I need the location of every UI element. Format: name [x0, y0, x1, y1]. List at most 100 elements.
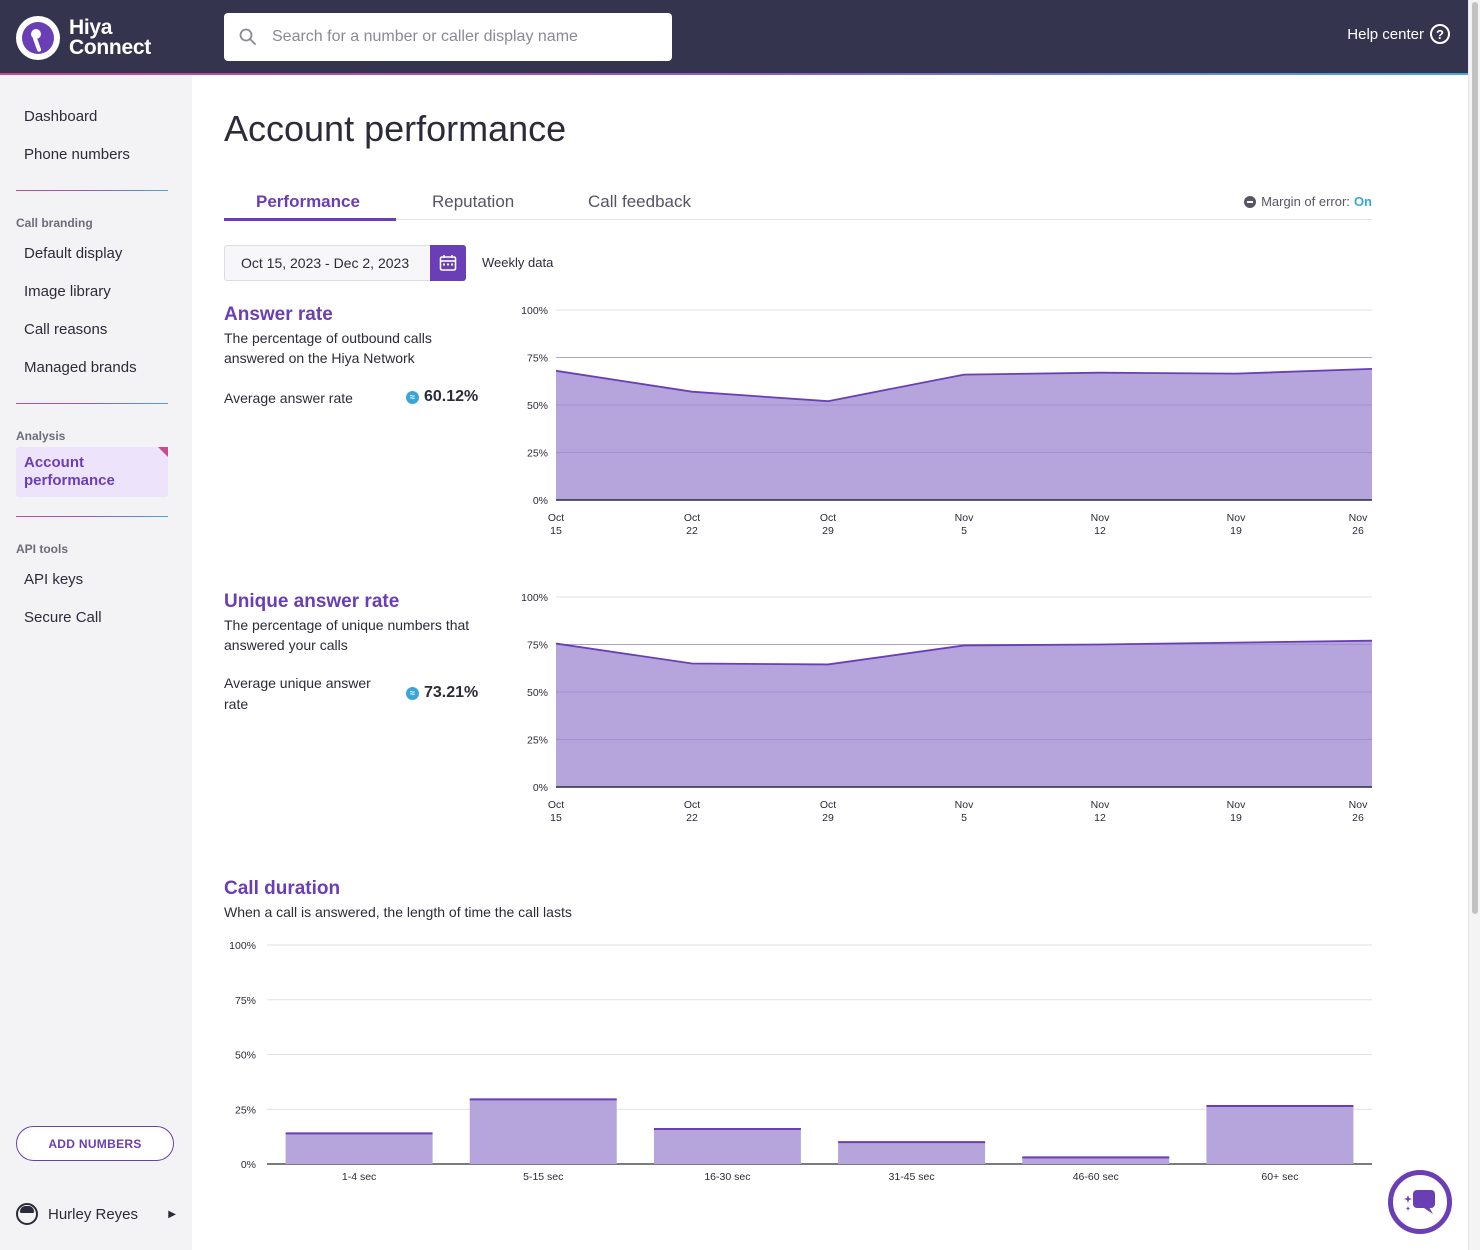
- unique-answer-rate-x-tick-label: 12: [1094, 812, 1106, 824]
- user-name: Hurley Reyes: [48, 1205, 139, 1223]
- section-label-api-tools: API tools: [16, 542, 69, 556]
- sidebar-item-secure-call[interactable]: Secure Call: [24, 609, 102, 626]
- active-tab-indicator: [224, 218, 396, 221]
- search-box[interactable]: [224, 13, 672, 61]
- unique-answer-rate-y-tick-label: 0%: [533, 782, 548, 794]
- call-duration-x-tick-label: 16-30 sec: [704, 1171, 750, 1183]
- calendar-icon[interactable]: [430, 245, 466, 281]
- caret-right-icon: ▶: [168, 1208, 176, 1220]
- sidebar-divider: [16, 190, 168, 191]
- sidebar-item-managed-brands[interactable]: Managed brands: [24, 359, 137, 376]
- sidebar-item-default-display[interactable]: Default display: [24, 245, 123, 262]
- call-duration-y-tick-label: 0%: [241, 1159, 256, 1171]
- answer-rate-x-tick-label: Oct: [820, 512, 836, 524]
- question-icon: ?: [1430, 24, 1450, 44]
- tab-performance[interactable]: Performance: [256, 192, 360, 211]
- call-duration-x-tick-label: 60+ sec: [1261, 1171, 1298, 1183]
- answer-rate-title: Answer rate: [224, 304, 333, 325]
- section-label-analysis: Analysis: [16, 429, 66, 443]
- logo-line1: Hiya: [69, 16, 113, 39]
- granularity-label: Weekly data: [482, 255, 554, 270]
- unique-answer-rate-y-tick-label: 50%: [527, 687, 548, 699]
- answer-rate-description: The percentage of outbound calls answere…: [224, 330, 432, 366]
- answer-rate-avg-number: 60.12%: [424, 388, 479, 405]
- section-label-call-branding: Call branding: [16, 216, 93, 230]
- sidebar-item-account-performance[interactable]: Account performance: [16, 447, 168, 497]
- answer-rate-y-tick-label: 100%: [521, 305, 548, 317]
- unique-answer-rate-y-tick-label: 75%: [527, 640, 548, 652]
- answer-rate-x-tick-label: Oct: [548, 512, 564, 524]
- answer-rate-x-tick-label: Nov: [1227, 512, 1246, 524]
- unique-answer-rate-x-tick-label: Oct: [684, 799, 700, 811]
- unique-answer-rate-description: The percentage of unique numbers that an…: [224, 617, 470, 653]
- unique-answer-rate-area: [556, 640, 1372, 787]
- call-duration-description: When a call is answered, the length of t…: [224, 904, 572, 920]
- sidebar: Dashboard Phone numbers Call branding De…: [0, 75, 192, 1250]
- answer-rate-x-tick-label: Nov: [1091, 512, 1110, 524]
- page-title: Account performance: [224, 108, 567, 149]
- sidebar-item-api-keys[interactable]: API keys: [24, 571, 84, 588]
- margin-of-error-value: On: [1353, 194, 1372, 209]
- call-duration-y-tick-label: 50%: [235, 1050, 256, 1062]
- sidebar-divider: [16, 516, 168, 517]
- answer-rate-y-tick-label: 75%: [527, 353, 548, 365]
- call-duration-bar: [838, 1142, 986, 1164]
- call-duration-x-tick-label: 5-15 sec: [523, 1171, 563, 1183]
- sidebar-item-image-library[interactable]: Image library: [24, 283, 111, 300]
- sidebar-divider: [16, 403, 168, 404]
- unique-answer-rate-x-tick-label: 15: [550, 812, 562, 824]
- margin-of-error-toggle[interactable]: Margin of error: On: [1244, 194, 1372, 209]
- date-range-text: Oct 15, 2023 - Dec 2, 2023: [241, 255, 410, 271]
- call-duration-y-tick-label: 25%: [235, 1104, 256, 1116]
- answer-rate-x-tick-label: 19: [1230, 525, 1242, 537]
- scrollbar-thumb[interactable]: [1472, 2, 1478, 914]
- unique-answer-rate-x-tick-label: Nov: [955, 799, 974, 811]
- call-duration-bar: [1206, 1105, 1354, 1164]
- unique-answer-rate-avg-value: ≈ 73.21%: [406, 684, 478, 702]
- call-duration-y-tick-label: 100%: [229, 940, 256, 952]
- chat-button[interactable]: [1388, 1170, 1452, 1234]
- unique-answer-rate-y-tick-label: 100%: [521, 592, 548, 604]
- search-input[interactable]: [272, 28, 652, 46]
- page-scrollbar[interactable]: [1468, 0, 1480, 1250]
- user-menu[interactable]: Hurley Reyes ▶: [16, 1203, 176, 1225]
- tab-call-feedback[interactable]: Call feedback: [588, 192, 692, 211]
- unique-answer-rate-x-tick-label: Oct: [548, 799, 564, 811]
- approx-icon: ≈: [406, 390, 419, 404]
- unique-answer-rate-x-tick-label: 19: [1230, 812, 1242, 824]
- call-duration-x-tick-label: 46-60 sec: [1073, 1171, 1119, 1183]
- unique-answer-rate-avg-label: Average unique answer rate: [224, 675, 371, 712]
- unique-answer-rate-x-tick-label: 22: [686, 812, 698, 824]
- call-duration-x-tick-label: 31-45 sec: [889, 1171, 935, 1183]
- help-center-link[interactable]: Help center ?: [1347, 24, 1450, 44]
- answer-rate-x-tick-label: Nov: [955, 512, 974, 524]
- logo-text: Hiya Connect: [69, 16, 151, 58]
- logo[interactable]: Hiya Connect: [16, 16, 151, 60]
- sidebar-item-dashboard[interactable]: Dashboard: [24, 108, 98, 125]
- logo-icon: [16, 16, 60, 60]
- tab-reputation[interactable]: Reputation: [432, 192, 515, 211]
- call-duration-bar: [469, 1099, 617, 1164]
- unique-answer-rate-x-tick-label: 29: [822, 812, 834, 824]
- answer-rate-y-tick-label: 50%: [527, 400, 548, 412]
- call-duration-bar: [1022, 1157, 1170, 1164]
- add-numbers-button[interactable]: ADD NUMBERS: [16, 1126, 174, 1161]
- call-duration-bar: [285, 1133, 433, 1164]
- unique-answer-rate-title: Unique answer rate: [224, 591, 400, 612]
- answer-rate-y-tick-label: 0%: [533, 495, 548, 507]
- answer-rate-y-tick-label: 25%: [527, 448, 548, 460]
- answer-rate-avg-value: ≈ 60.12%: [406, 388, 478, 406]
- sidebar-item-call-reasons[interactable]: Call reasons: [24, 321, 108, 338]
- call-duration-bar: [653, 1128, 801, 1164]
- answer-rate-avg-label: Average answer rate: [224, 390, 353, 406]
- answer-rate-x-tick-label: 15: [550, 525, 562, 537]
- date-range-picker[interactable]: Oct 15, 2023 - Dec 2, 2023: [224, 245, 466, 281]
- chat-icon: [1404, 1190, 1435, 1214]
- top-header: Hiya Connect Help center ?: [0, 0, 1468, 75]
- call-duration-y-tick-label: 75%: [235, 995, 256, 1007]
- sidebar-item-phone-numbers[interactable]: Phone numbers: [24, 146, 130, 163]
- avatar-icon: [16, 1203, 38, 1225]
- answer-rate-line: [555, 368, 1373, 403]
- call-duration-chart: 0% 25% 50% 75% 100% 1-4 sec 5-15 sec 16-30 sec 3…: [229, 940, 1372, 1183]
- unique-answer-rate-x-tick-label: 26: [1352, 812, 1364, 824]
